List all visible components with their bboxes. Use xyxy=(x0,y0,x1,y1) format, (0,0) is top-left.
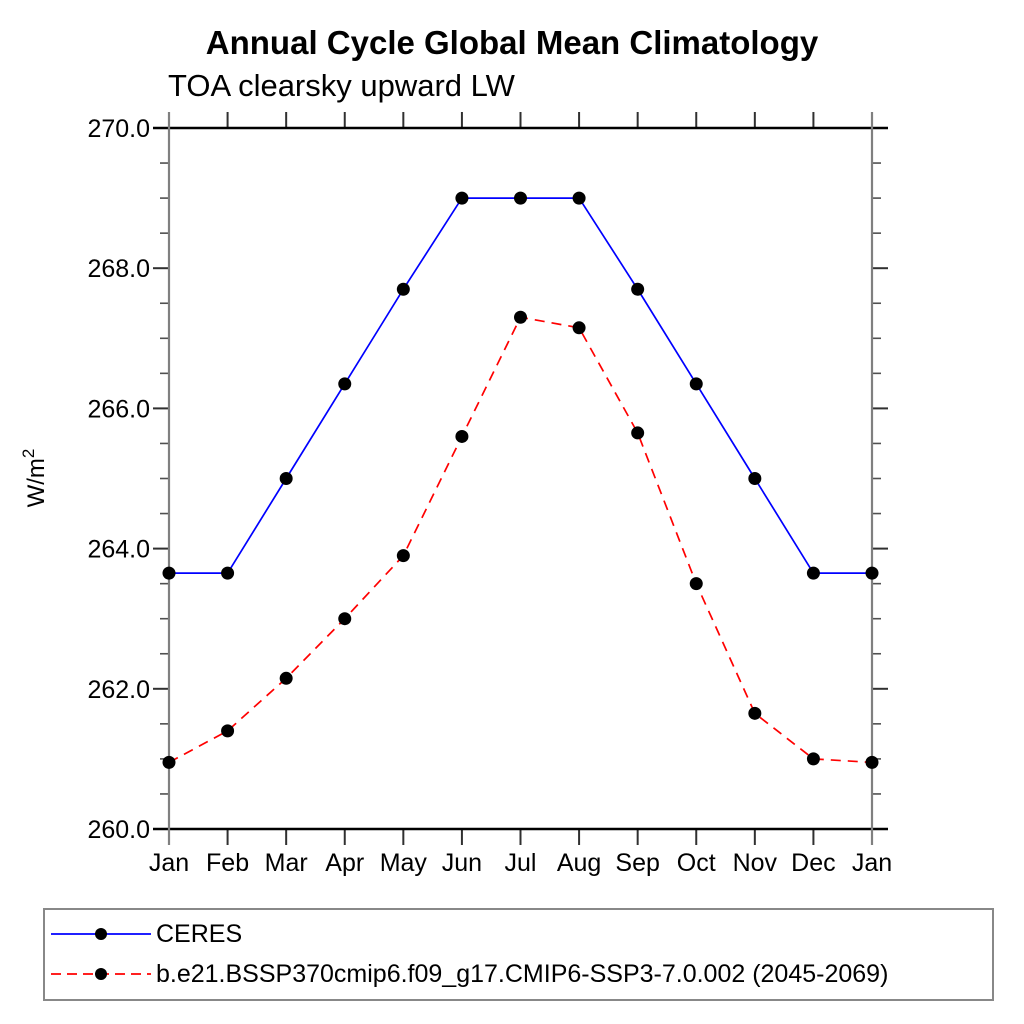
data-point-marker xyxy=(865,566,879,580)
data-point-marker xyxy=(279,472,293,485)
data-point-marker xyxy=(396,549,410,563)
data-point-marker xyxy=(162,566,176,580)
legend-label-ceres: CERES xyxy=(156,919,243,948)
chart-subtitle: TOA clearsky upward LW xyxy=(168,68,515,103)
data-point-marker xyxy=(748,706,762,720)
y-axis-tick-label: 264.0 xyxy=(87,536,150,564)
x-axis-tick-label: Apr xyxy=(325,849,364,877)
legend-entry-ceres: CERES xyxy=(50,916,242,952)
data-point-marker xyxy=(396,282,410,296)
legend: CERES b.e21.BSSP370cmip6.f09_g17.CMIP6-S… xyxy=(43,908,994,1001)
data-point-marker xyxy=(865,755,879,769)
x-axis-tick-label: Jul xyxy=(505,849,537,877)
data-point-marker xyxy=(514,191,527,205)
data-point-marker xyxy=(689,577,703,591)
x-axis-tick-label: Sep xyxy=(615,849,659,877)
y-axis-tick-label: 268.0 xyxy=(87,255,150,283)
data-point-marker xyxy=(631,282,645,296)
data-point-marker xyxy=(455,191,469,205)
y-axis-tick-label: 262.0 xyxy=(87,676,150,704)
data-point-marker xyxy=(806,566,820,580)
data-point-marker xyxy=(631,426,645,440)
x-axis-tick-label: May xyxy=(380,849,428,877)
y-axis-tick-label: 270.0 xyxy=(87,115,150,143)
data-point-marker xyxy=(748,472,762,485)
x-axis-tick-label: Feb xyxy=(206,849,249,877)
x-axis-tick-label: Nov xyxy=(733,849,778,877)
data-point-marker xyxy=(338,377,352,391)
chart-title: Annual Cycle Global Mean Climatology xyxy=(205,24,819,61)
y-axis-tick-label: 260.0 xyxy=(87,816,150,844)
series-line-ceres xyxy=(169,197,872,574)
legend-label-model: b.e21.BSSP370cmip6.f09_g17.CMIP6-SSP3-7.… xyxy=(156,959,889,988)
data-point-marker xyxy=(338,612,352,626)
data-point-marker xyxy=(221,724,235,738)
y-axis-title: W/m2 xyxy=(19,449,50,508)
data-point-marker xyxy=(279,671,293,685)
legend-entry-model: b.e21.BSSP370cmip6.f09_g17.CMIP6-SSP3-7.… xyxy=(50,956,888,992)
series-line-model xyxy=(168,316,873,764)
data-point-marker xyxy=(572,191,586,205)
x-axis-tick-label: Dec xyxy=(791,849,835,877)
data-point-marker xyxy=(572,321,586,335)
data-point-marker xyxy=(455,429,469,443)
data-point-marker xyxy=(514,310,527,324)
x-axis-tick-label: Jan xyxy=(852,849,892,877)
x-axis-tick-label: Jun xyxy=(442,849,482,877)
data-point-marker xyxy=(221,566,235,580)
x-axis-tick-label: Oct xyxy=(677,849,716,877)
legend-line-dashed-icon xyxy=(51,968,151,980)
data-point-marker xyxy=(689,377,703,391)
x-axis-tick-label: Jan xyxy=(149,849,189,877)
legend-line-solid-icon xyxy=(51,928,151,940)
data-point-marker xyxy=(806,752,820,766)
y-axis-tick-label: 266.0 xyxy=(87,395,150,423)
x-axis-tick-label: Mar xyxy=(265,849,308,877)
data-point-marker xyxy=(162,755,176,769)
x-axis-tick-label: Aug xyxy=(557,849,601,877)
